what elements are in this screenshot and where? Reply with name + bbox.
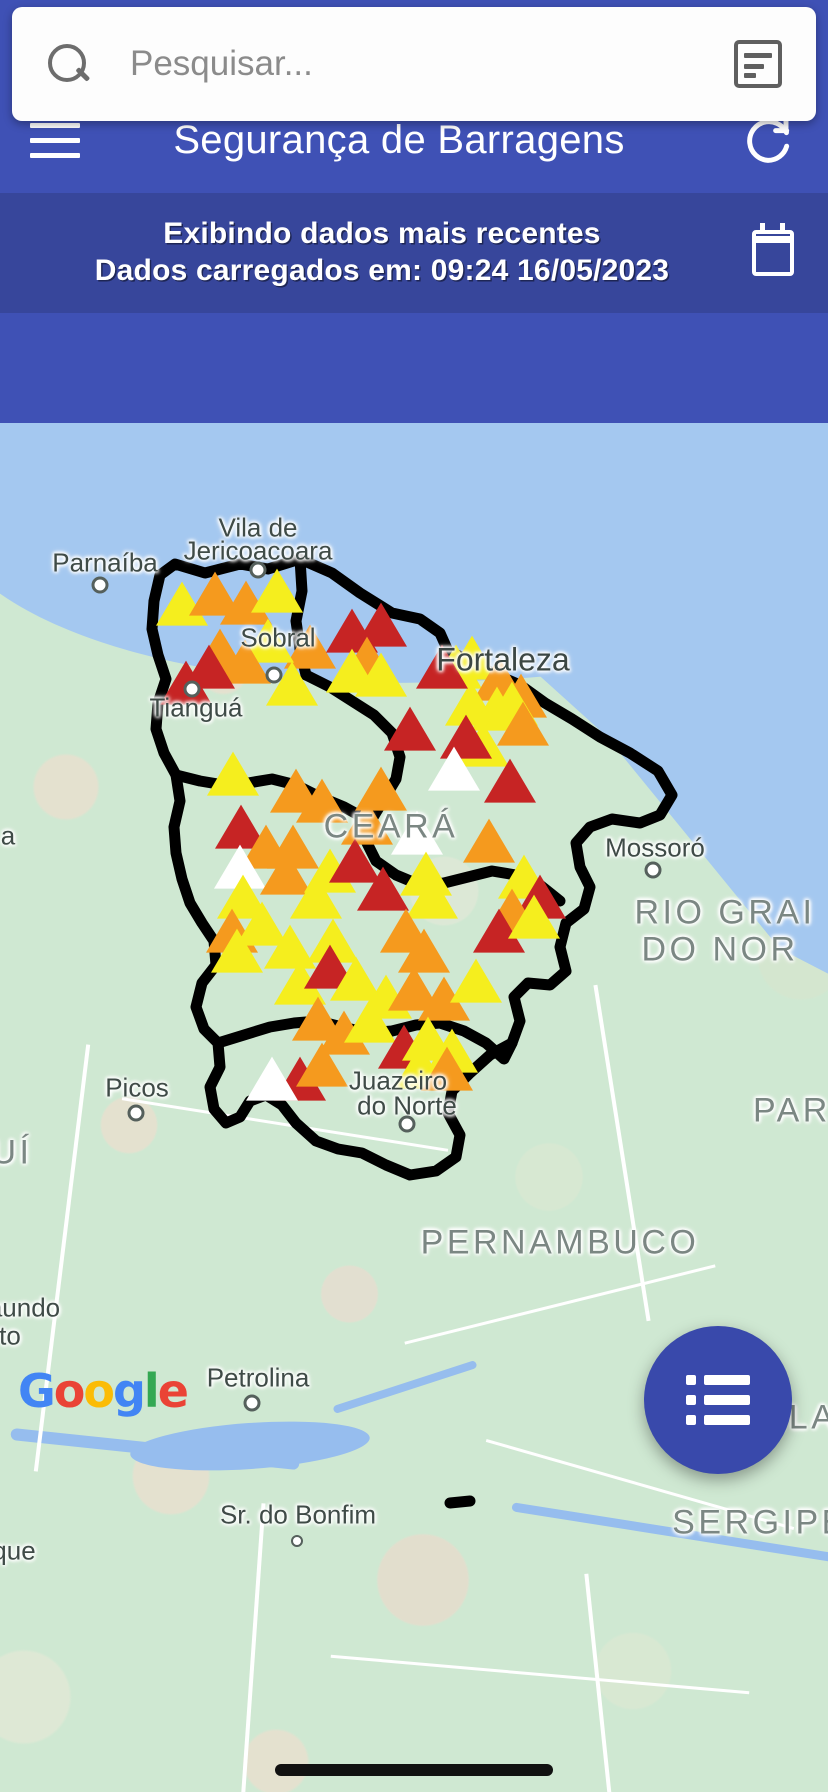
city-dot-juazeiro — [398, 1115, 416, 1133]
search-bar[interactable] — [12, 7, 816, 121]
page-title: Segurança de Barragens — [173, 118, 625, 162]
google-logo-letter-g: G — [18, 1364, 56, 1418]
calendar-button[interactable] — [718, 223, 828, 276]
dam-marker[interactable] — [355, 652, 407, 697]
dam-marker[interactable] — [428, 746, 480, 791]
search-band — [0, 313, 828, 423]
dam-marker[interactable] — [384, 706, 436, 751]
dam-marker[interactable] — [296, 778, 348, 823]
dam-marker[interactable] — [508, 894, 560, 939]
google-logo-letter-e: e — [157, 1364, 189, 1418]
dam-marker[interactable] — [416, 644, 468, 689]
ceara-state-border — [146, 553, 678, 1509]
city-dot-jericoacoara — [249, 561, 267, 579]
hamburger-menu-icon[interactable] — [0, 123, 110, 158]
google-logo-letter-o2: o — [83, 1364, 115, 1418]
city-dot-mossoro — [644, 861, 662, 879]
city-dot-sr-do-bonfim — [291, 1535, 303, 1547]
google-logo-letter-g2: g — [112, 1364, 146, 1418]
dam-marker[interactable] — [450, 958, 502, 1003]
dam-marker[interactable] — [341, 800, 393, 845]
dam-marker[interactable] — [398, 928, 450, 973]
dam-marker[interactable] — [391, 810, 443, 855]
data-status-text: Exibindo dados mais recentes Dados carre… — [0, 216, 718, 289]
city-dot-petrolina — [243, 1394, 261, 1412]
dam-marker[interactable] — [357, 866, 409, 911]
dam-marker[interactable] — [207, 751, 259, 796]
search-input[interactable] — [90, 44, 734, 84]
dam-marker[interactable] — [211, 928, 263, 973]
city-dot-tiangua — [183, 680, 201, 698]
data-status-line1: Exibindo dados mais recentes — [163, 217, 601, 251]
dam-marker[interactable] — [246, 1056, 298, 1101]
dam-marker[interactable] — [484, 758, 536, 803]
city-dot-parnaiba — [91, 576, 109, 594]
home-indicator — [275, 1764, 553, 1776]
data-status-line2: Dados carregados em: 09:24 16/05/2023 — [94, 254, 670, 287]
google-logo: Google — [18, 1364, 189, 1418]
refresh-icon[interactable] — [708, 114, 828, 168]
search-icon — [46, 42, 90, 86]
calendar-icon — [752, 223, 794, 276]
data-status-band: Exibindo dados mais recentes Dados carre… — [0, 193, 828, 313]
dam-marker[interactable] — [421, 1046, 473, 1091]
list-view-fab-icon — [686, 1375, 750, 1425]
list-view-fab-button[interactable] — [644, 1326, 792, 1474]
map-canvas[interactable]: Parnaíba Vila de Jericoacoara Sobral Tia… — [0, 423, 828, 1792]
city-dot-sobral — [265, 666, 283, 684]
city-dot-picos — [127, 1104, 145, 1122]
dam-marker[interactable] — [296, 1042, 348, 1087]
list-view-icon[interactable] — [734, 40, 782, 88]
google-logo-letter-o1: o — [53, 1364, 86, 1418]
google-logo-letter-l: l — [143, 1364, 160, 1418]
